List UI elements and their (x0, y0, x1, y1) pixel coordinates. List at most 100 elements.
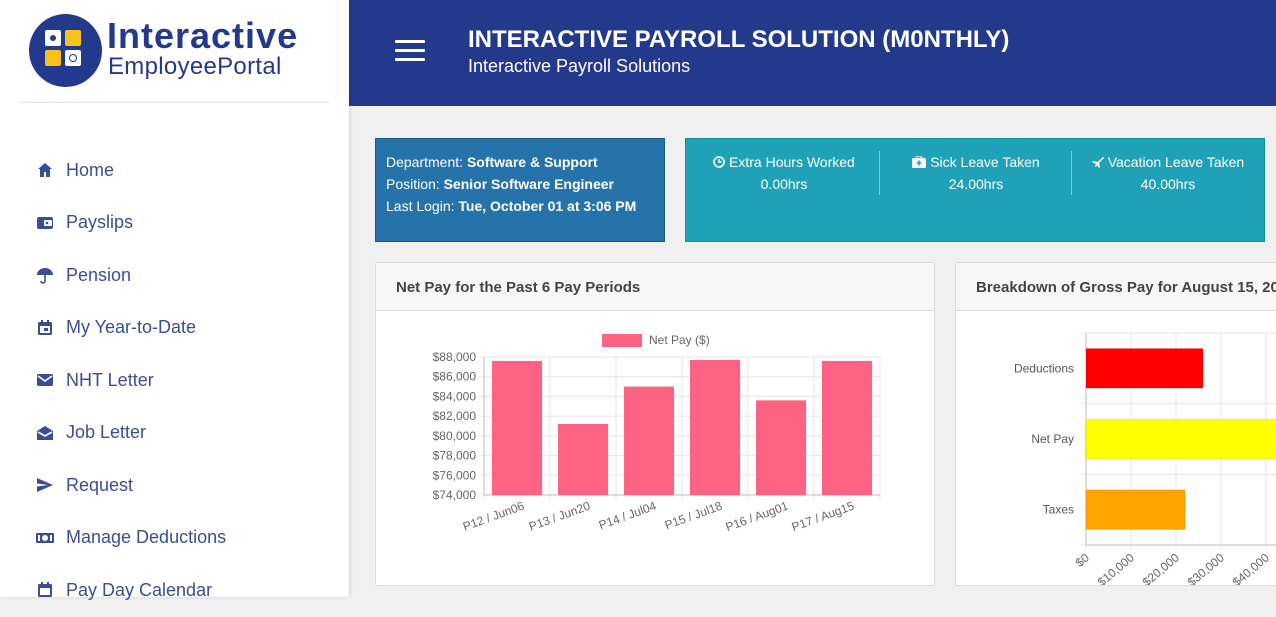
gross-pay-chart: $0$10,000$20,000$30,000$40,000$50,000Ded… (1014, 332, 1276, 585)
top-header: INTERACTIVE PAYROLL SOLUTION (M0NTHLY) I… (349, 0, 1276, 106)
y-tick-label: Net Pay (1031, 432, 1074, 446)
x-tick-label: $40,000 (1230, 550, 1272, 585)
sidebar-item-year-to-date[interactable]: My Year-to-Date (0, 302, 349, 355)
sidebar-item-label: Pension (66, 264, 132, 285)
sidebar: Interactive EmployeePortal Home Payslips… (0, 0, 349, 600)
stat-value: 24.00hrs (948, 176, 1004, 192)
bar (1085, 418, 1276, 460)
medkit-icon (912, 154, 927, 170)
legend-swatch (602, 334, 642, 347)
divider (879, 151, 880, 195)
bar (689, 359, 741, 495)
x-tick-label: $0 (1073, 550, 1092, 570)
last-login-value: Tue, October 01 at 3:06 PM (458, 198, 637, 214)
last-login-row: Last Login: Tue, October 01 at 3:06 PM (386, 195, 654, 217)
sidebar-item-job-letter[interactable]: Job Letter (0, 407, 349, 460)
page-title: INTERACTIVE PAYROLL SOLUTION (M0NTHLY) (468, 26, 1010, 53)
stat-value: 0.00hrs (760, 176, 808, 192)
y-tick-label: $80,000 (433, 429, 477, 443)
stat-vacation-leave: Vacation Leave Taken 40.00hrs (1078, 151, 1258, 195)
legend-label: Net Pay ($) (649, 333, 710, 347)
x-tick-label: $10,000 (1095, 550, 1137, 585)
position-label: Position: (386, 176, 440, 192)
page-subtitle: Interactive Payroll Solutions (468, 56, 691, 76)
x-tick-label: P13 / Jun20 (527, 499, 592, 534)
stat-label: Sick Leave Taken (930, 154, 1040, 170)
bar (623, 386, 675, 495)
y-tick-label: Taxes (1043, 503, 1074, 517)
divider (1071, 151, 1072, 195)
last-login-label: Last Login: (386, 198, 455, 214)
sidebar-item-nht-letter[interactable]: NHT Letter (0, 354, 349, 407)
position-value: Senior Software Engineer (443, 176, 614, 192)
sidebar-item-label: My Year-to-Date (66, 317, 197, 338)
menu-toggle-icon[interactable] (395, 40, 425, 62)
envelope-open-icon (36, 424, 54, 442)
sidebar-item-label: Pay Day Calendar (66, 579, 213, 600)
bar (755, 400, 807, 495)
plane-icon (1091, 154, 1104, 170)
x-tick-label: P16 / Aug01 (724, 499, 791, 535)
wallet-icon (36, 214, 54, 232)
x-tick-label: $30,000 (1185, 550, 1227, 585)
department-value: Software & Support (466, 154, 598, 170)
sidebar-item-label: Request (66, 474, 134, 495)
calendar-icon (36, 319, 54, 337)
clock-icon (713, 154, 725, 170)
net-pay-chart: Net Pay ($) $88,000 $86,000 $84,000 $82,000 $… (433, 333, 881, 535)
stat-sick-leave: Sick Leave Taken 24.00hrs (886, 151, 1066, 195)
y-tick-label: $82,000 (433, 409, 477, 423)
sidebar-nav: Home Payslips Pension My Year-to-Date NH… (0, 144, 349, 617)
department-label: Department: (386, 154, 464, 170)
gross-pay-card: Breakdown of Gross Pay for August 15, 20… (955, 262, 1276, 586)
sidebar-item-pension[interactable]: Pension (0, 249, 349, 302)
sidebar-item-manage-deductions[interactable]: Manage Deductions (0, 512, 349, 565)
bar (821, 360, 873, 495)
stat-label: Extra Hours Worked (729, 154, 855, 170)
sidebar-item-payslips[interactable]: Payslips (0, 197, 349, 250)
leave-stats-box: Extra Hours Worked 0.00hrs Sick Leave Ta… (685, 138, 1265, 242)
sidebar-item-label: Job Letter (66, 422, 147, 443)
send-icon (36, 476, 54, 494)
x-tick-label: P17 / Aug15 (790, 499, 857, 535)
calendar-icon (36, 581, 54, 599)
y-tick-label: $74,000 (433, 488, 477, 502)
sidebar-item-label: Payslips (66, 212, 134, 233)
bar (1085, 489, 1186, 530)
home-icon (36, 161, 54, 179)
logo-subtitle: EmployeePortal (108, 53, 282, 80)
umbrella-icon (36, 266, 54, 285)
money-icon (36, 529, 54, 547)
y-tick-label: $78,000 (433, 449, 477, 463)
stat-label: Vacation Leave Taken (1107, 154, 1245, 170)
bar (491, 360, 543, 495)
logo-title: Interactive (107, 15, 299, 56)
department-row: Department: Software & Support (386, 151, 654, 173)
position-row: Position: Senior Software Engineer (386, 173, 654, 195)
y-tick-label: $84,000 (433, 389, 477, 403)
x-tick-label: P15 / Jul18 (663, 499, 725, 533)
bar (1085, 348, 1204, 389)
envelope-icon (36, 371, 54, 389)
x-tick-label: $20,000 (1140, 550, 1182, 585)
x-tick-label: P12 / Jun06 (461, 499, 526, 534)
x-tick-label: P14 / Jul04 (597, 499, 659, 533)
y-tick-label: $76,000 (433, 468, 477, 482)
sidebar-item-label: Manage Deductions (66, 527, 227, 548)
sidebar-item-label: Home (66, 159, 115, 180)
stat-value: 40.00hrs (1140, 176, 1196, 192)
logo[interactable]: Interactive EmployeePortal (29, 14, 309, 90)
stat-extra-hours: Extra Hours Worked 0.00hrs (694, 151, 874, 195)
sidebar-item-label: NHT Letter (66, 369, 154, 390)
sidebar-item-request[interactable]: Request (0, 459, 349, 512)
sidebar-item-home[interactable]: Home (0, 144, 349, 197)
bar (557, 424, 609, 495)
y-tick-label: $88,000 (433, 350, 477, 364)
profile-info-box: Department: Software & Support Position:… (375, 138, 665, 242)
sidebar-item-pay-day-calendar[interactable]: Pay Day Calendar (0, 564, 349, 617)
net-pay-card: Net Pay for the Past 6 Pay Periods Net P… (375, 262, 935, 586)
y-tick-label: Deductions (1014, 361, 1074, 375)
y-tick-label: $86,000 (433, 370, 477, 384)
divider (20, 102, 329, 103)
card-title: Net Pay for the Past 6 Pay Periods (376, 263, 934, 311)
